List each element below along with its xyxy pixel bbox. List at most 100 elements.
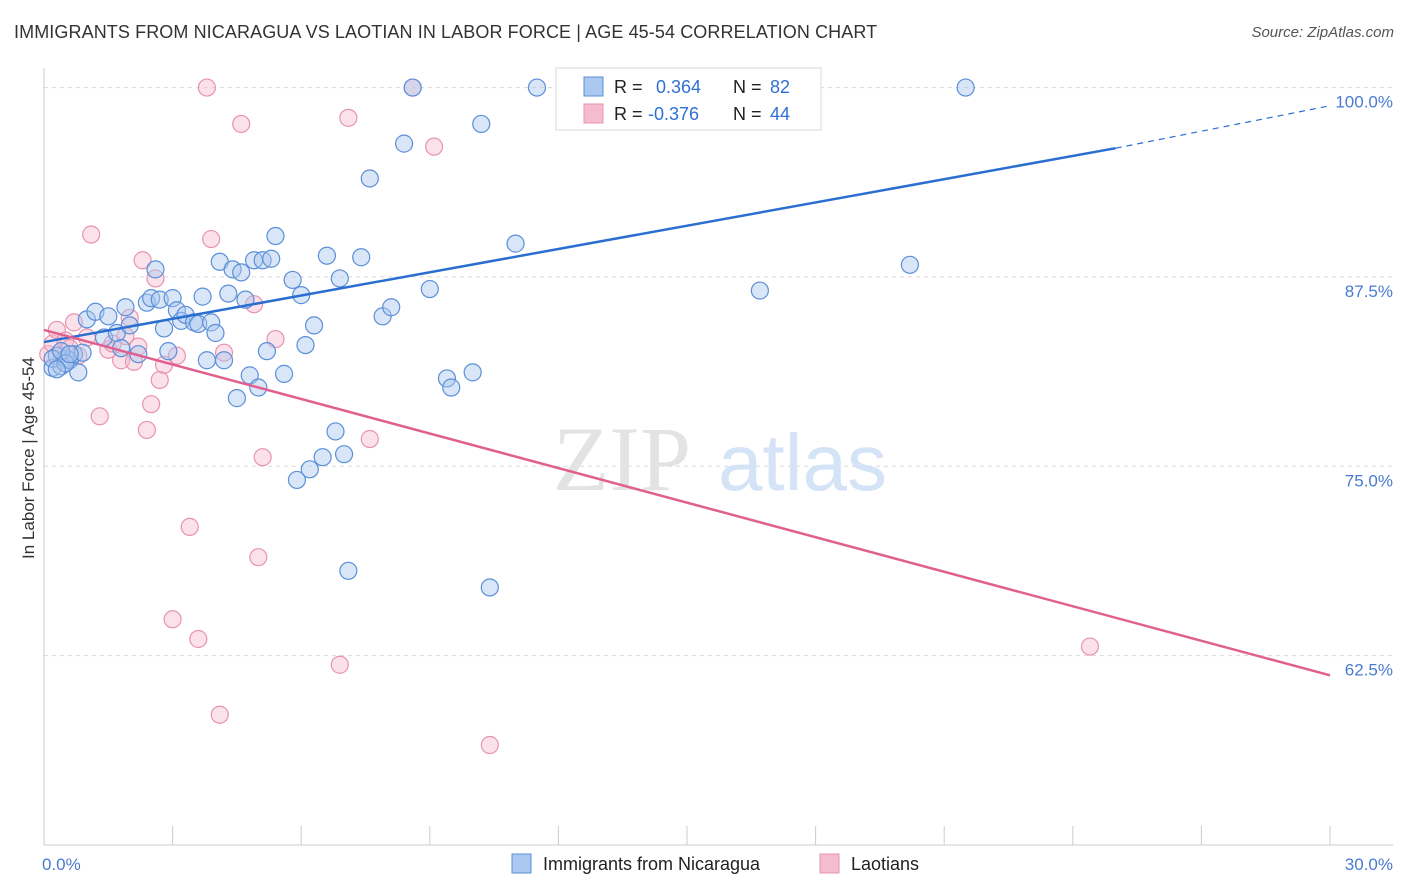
- nicaragua-point-42: [227, 389, 246, 408]
- nicaragua-point-57: [300, 460, 319, 479]
- laotians-point-34: [249, 548, 268, 567]
- laotians-point-43: [1080, 637, 1100, 656]
- nicaragua-point-11: [60, 345, 79, 364]
- legend-blue-n-label: N =: [733, 77, 762, 97]
- laotians-point-22: [150, 370, 169, 390]
- laotians-point-25: [167, 346, 186, 365]
- laotians-point-41: [424, 137, 444, 156]
- laotians-point-19: [137, 420, 156, 440]
- nicaragua-point-74: [463, 363, 482, 382]
- nicaragua-point-56: [296, 335, 315, 355]
- axes: [43, 68, 1393, 846]
- nicaragua-point-58: [304, 316, 324, 335]
- laotians-point-29: [202, 229, 221, 249]
- y-tick-label-2: 87.5%: [1345, 282, 1393, 301]
- legend-pink-swatch: [583, 103, 604, 124]
- nicaragua-point-6: [69, 363, 88, 382]
- legend-blue-n-value: 82: [770, 77, 790, 97]
- nicaragua-point-62: [330, 269, 349, 288]
- laotians-trend-line: [43, 328, 1331, 677]
- nicaragua-point-49: [257, 342, 277, 361]
- legend-pink-r-label: R =: [614, 104, 643, 124]
- nicaragua-point-73: [442, 378, 461, 397]
- nicaragua-point-27: [159, 342, 178, 361]
- series-legend-pink-label: Laotians: [851, 854, 919, 874]
- nicaragua-point-64: [339, 561, 358, 580]
- watermark-zip: ZIP: [553, 408, 691, 510]
- nicaragua-point-80: [900, 255, 920, 274]
- nicaragua-point-37: [206, 323, 225, 343]
- nicaragua-point-77: [506, 234, 525, 253]
- series-legend-pink-swatch: [819, 853, 840, 874]
- legend-blue-r-value: 0.364: [656, 77, 701, 97]
- nicaragua-point-61: [326, 422, 345, 441]
- legend-pink-r-value: -0.376: [648, 104, 699, 124]
- laotians-point-24: [163, 610, 182, 629]
- y-tick-label-1: 75.0%: [1345, 471, 1393, 490]
- nicaragua-point-51: [266, 226, 285, 246]
- y-tick-label-3: 100.0%: [1335, 93, 1393, 112]
- series-legend: Immigrants from Nicaragua Laotians: [511, 853, 919, 874]
- nicaragua-point-65: [352, 248, 371, 267]
- nicaragua-point-81: [956, 78, 975, 97]
- nicaragua-point-63: [334, 445, 354, 464]
- trend-lines: [43, 105, 1331, 677]
- legend-blue-swatch: [583, 76, 604, 97]
- nicaragua-point-36: [202, 313, 221, 332]
- series-legend-blue-swatch: [511, 853, 532, 874]
- y-axis-title: In Labor Force | Age 45-54: [19, 357, 38, 559]
- nicaragua-point-39: [214, 351, 234, 370]
- nicaragua-point-34: [193, 287, 212, 306]
- nicaragua-point-35: [197, 351, 216, 370]
- legend-blue-r-label: R =: [614, 77, 643, 97]
- nicaragua-point-76: [480, 578, 499, 597]
- laotians-point-26: [180, 517, 199, 536]
- laotians-point-10: [90, 407, 109, 426]
- laotians-point-18: [133, 251, 152, 270]
- nicaragua-point-16: [99, 307, 118, 326]
- series-legend-blue-label: Immigrants from Nicaragua: [543, 854, 761, 874]
- nicaragua-point-66: [360, 169, 379, 188]
- laotians-point-42: [480, 735, 499, 755]
- laotians-point-35: [253, 448, 272, 467]
- nicaragua-trend-line: [43, 146, 1116, 344]
- source-label: Source: ZipAtlas.com: [1251, 24, 1394, 41]
- nicaragua-points: [43, 78, 975, 597]
- nicaragua-point-59: [313, 448, 332, 467]
- nicaragua-point-54: [287, 470, 307, 490]
- laotians-point-37: [330, 655, 349, 674]
- x-tick-labels: 0.0% 30.0%: [42, 855, 1393, 874]
- nicaragua-point-71: [420, 279, 439, 299]
- x-tick-label-0: 0.0%: [42, 855, 81, 874]
- nicaragua-point-12: [47, 360, 66, 379]
- laotians-point-39: [360, 429, 379, 449]
- watermark-atlas: atlas: [718, 418, 887, 507]
- watermark: ZIP atlas: [553, 408, 887, 510]
- nicaragua-point-70: [403, 78, 422, 97]
- nicaragua-point-72: [437, 369, 457, 388]
- nicaragua-point-75: [472, 114, 491, 134]
- laotians-point-9: [82, 225, 101, 244]
- nicaragua-point-19: [116, 298, 135, 317]
- nicaragua-point-78: [527, 78, 547, 97]
- laotians-point-27: [189, 629, 208, 649]
- laotians-point-28: [197, 78, 216, 97]
- nicaragua-point-68: [382, 298, 401, 317]
- y-tick-label-0: 62.5%: [1345, 661, 1393, 680]
- nicaragua-point-43: [232, 263, 251, 282]
- nicaragua-point-53: [283, 270, 302, 290]
- laotians-point-20: [142, 395, 161, 414]
- laotians-point-38: [339, 108, 358, 127]
- correlation-legend: R = 0.364 N = 82 R = -0.376 N = 44: [555, 67, 822, 131]
- x-tick-label-1: 30.0%: [1345, 855, 1393, 874]
- nicaragua-point-79: [750, 281, 769, 300]
- nicaragua-point-24: [146, 260, 165, 279]
- nicaragua-trend-extension: [1115, 105, 1331, 149]
- laotians-point-32: [232, 114, 251, 134]
- nicaragua-point-60: [317, 246, 337, 265]
- y-tick-labels: 62.5% 75.0% 87.5% 100.0%: [1335, 93, 1393, 680]
- nicaragua-point-28: [163, 289, 182, 308]
- laotians-point-30: [210, 705, 229, 724]
- nicaragua-point-52: [274, 364, 294, 383]
